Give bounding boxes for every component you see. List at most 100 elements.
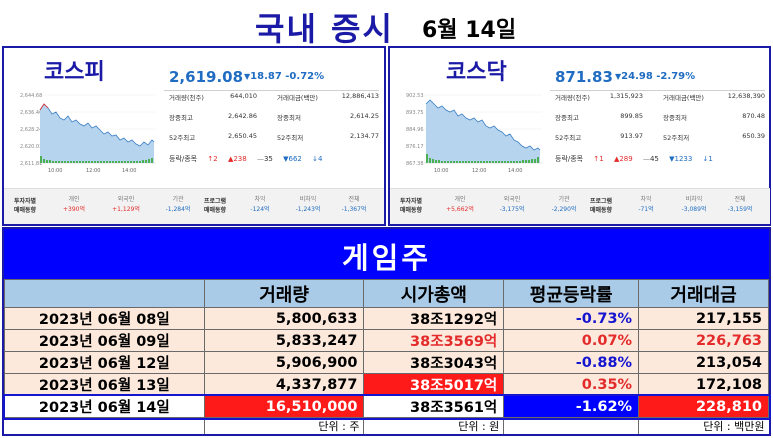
page-title: 국내 증시 <box>255 10 394 48</box>
program-col-value: -71억 <box>638 206 654 213</box>
up-triangle-icon: ▲ <box>613 155 620 163</box>
program-col: 비차익 -3,089억 <box>664 195 724 215</box>
table-row: 2023년 06월 09일 5,833,247 38조3569억 0.07% 2… <box>4 329 769 352</box>
row-mcap: 38조3569억 <box>363 329 505 352</box>
kosdaq-ytick-3: 876.17 <box>406 144 424 150</box>
kospi-change-pct: -0.72% <box>285 71 325 82</box>
kospi-updown: 등락/종목 ↑2 ▲238 —35 ▼662 ↓4 <box>169 154 379 164</box>
kospi-xtick-1: 12:00 <box>86 168 100 174</box>
program-col-head: 전체 <box>348 196 360 203</box>
updown-label: 등락/종목 <box>555 155 584 163</box>
header-avg-change: 평균등락률 <box>503 279 640 308</box>
row-volume: 4,337,877 <box>203 373 365 396</box>
stat-value: 913.97 <box>620 132 643 140</box>
table-row-today: 2023년 06월 14일 16,510,000 38조3561억 -1.62%… <box>2 393 771 420</box>
stat-label: 장중최저 <box>663 114 687 122</box>
stat-value: 12,886,413 <box>341 92 379 100</box>
kosdaq-ytick-2: 884.96 <box>406 127 424 133</box>
kospi-line-up <box>39 103 49 111</box>
investor-col-head: 외국인 <box>117 196 135 203</box>
investor-col-head: 개인 <box>68 196 80 203</box>
kospi-stat-row: 52주최고 2,650.45 52주최저 2,134.77 <box>169 132 379 144</box>
stat-label: 52주최고 <box>555 134 582 142</box>
unit-amount: 단위 : 백만원 <box>638 417 769 434</box>
kospi-line <box>39 103 155 147</box>
investor-title-line1: 투자자별 <box>400 198 423 205</box>
kospi-xtick-0: 10:00 <box>48 168 62 174</box>
kospi-change: ▼18.87 -0.72% <box>244 71 324 82</box>
kospi-stat-row: 장중최고 2,642.86 장중최저 2,614.25 <box>169 112 379 124</box>
flat-icon: — <box>642 155 650 163</box>
kospi-investor-strip: 투자자별 매매동향 개인 +390억 외국인 +1,129억 기관 -1,284억 프로… <box>4 188 384 224</box>
program-col-head: 차익 <box>254 196 266 203</box>
kosdaq-xtick-2: 14:00 <box>508 168 522 174</box>
kosdaq-area <box>426 100 540 163</box>
row-mcap: 38조3561억 <box>363 395 505 418</box>
program-col-value: -124억 <box>250 206 270 213</box>
kospi-ytick-2: 2,628.24 <box>20 127 42 133</box>
investor-col-head: 개인 <box>454 196 466 203</box>
lower-limit-icon: ↓ <box>702 155 709 163</box>
kospi-stat-row: 거래량(천주) 644,010 거래대금(백만) 12,886,413 <box>169 92 379 104</box>
kosdaq-change-value: 24.98 <box>621 71 653 82</box>
stat-value: 2,134.77 <box>350 132 379 140</box>
stat-label: 52주최저 <box>277 134 304 142</box>
flat-count: 45 <box>649 155 659 163</box>
game-stock-table: 거래량 시가총액 평균등락률 거래대금 2023년 06월 08일 5,800,… <box>2 279 771 434</box>
kosdaq-price: 871.83 <box>555 68 613 86</box>
unit-row: 단위 : 주 단위 : 원 단위 : 백만원 <box>4 417 769 434</box>
program-col-value: -3,089억 <box>681 206 707 213</box>
investor-col-value: -3,175억 <box>499 206 525 213</box>
row-avg-change: -0.73% <box>503 307 640 330</box>
row-volume: 16,510,000 <box>203 395 365 418</box>
investor-col-head: 외국인 <box>503 196 521 203</box>
investor-title-line2: 매매동향 <box>14 207 37 214</box>
header-volume: 거래량 <box>203 279 365 308</box>
kosdaq-intraday-chart: 902.53 893.75 884.96 876.17 867.38 <box>404 90 544 175</box>
stat-value: 1,315,923 <box>609 92 643 100</box>
game-stock-banner: 게임주 <box>4 229 769 279</box>
kospi-chart-svg: 2,644.68 2,636.46 2,628.24 2,620.03 2,61… <box>20 93 156 174</box>
down-triangle-icon: ▼ <box>669 155 675 163</box>
kospi-volume-bars <box>40 156 153 163</box>
kosdaq-xtick-1: 12:00 <box>472 168 486 174</box>
investor-col-value: +5,662억 <box>446 206 474 213</box>
row-date: 2023년 06월 14일 <box>4 395 205 418</box>
stat-value: 644,010 <box>230 92 257 100</box>
stat-value: 650.39 <box>742 132 765 140</box>
game-stock-section: 게임주 거래량 시가총액 평균등락률 거래대금 2023년 06월 08일 5,… <box>2 227 771 436</box>
kospi-xtick-2: 14:00 <box>122 168 136 174</box>
stat-label: 장중최저 <box>277 114 301 122</box>
kosdaq-change: ▼24.98 -2.79% <box>615 71 695 82</box>
stat-value: 870.48 <box>742 112 765 120</box>
program-title-line2: 매매동향 <box>204 207 227 214</box>
down-triangle-icon: ▼ <box>615 72 622 81</box>
flat-count: 35 <box>263 155 273 163</box>
kospi-ytick-1: 2,636.46 <box>20 110 42 116</box>
page-date: 6월 14일 <box>422 18 517 43</box>
kosdaq-stat-row: 52주최고 913.97 52주최저 650.39 <box>555 132 765 144</box>
investor-title-line1: 투자자별 <box>14 198 37 205</box>
row-amount: 226,763 <box>638 329 769 352</box>
investor-col-head: 기관 <box>558 196 570 203</box>
row-date: 2023년 06월 08일 <box>4 307 205 330</box>
kosdaq-ytick-4: 867.38 <box>406 161 424 167</box>
stat-value: 12,638,390 <box>727 92 765 100</box>
upper-count: 2 <box>213 155 218 163</box>
stat-label: 거래대금(백만) <box>663 94 704 102</box>
row-volume: 5,800,633 <box>203 307 365 330</box>
investor-col: 개인 +390억 <box>44 195 104 215</box>
stat-value: 899.85 <box>620 112 643 120</box>
program-title-line1: 프로그램 <box>590 198 613 205</box>
kospi-name: 코스피 <box>44 60 105 85</box>
row-date: 2023년 06월 13일 <box>4 373 205 396</box>
divider <box>164 90 379 91</box>
kospi-area <box>40 104 154 163</box>
row-date: 2023년 06월 12일 <box>4 351 205 374</box>
investor-col-value: -1,284억 <box>165 206 191 213</box>
investor-col-value: -2,290억 <box>551 206 577 213</box>
row-mcap: 38조3043억 <box>363 351 505 374</box>
stat-label: 52주최저 <box>663 134 690 142</box>
stat-label: 장중최고 <box>555 114 579 122</box>
title-bar: 국내 증시 6월 14일 <box>0 0 773 48</box>
